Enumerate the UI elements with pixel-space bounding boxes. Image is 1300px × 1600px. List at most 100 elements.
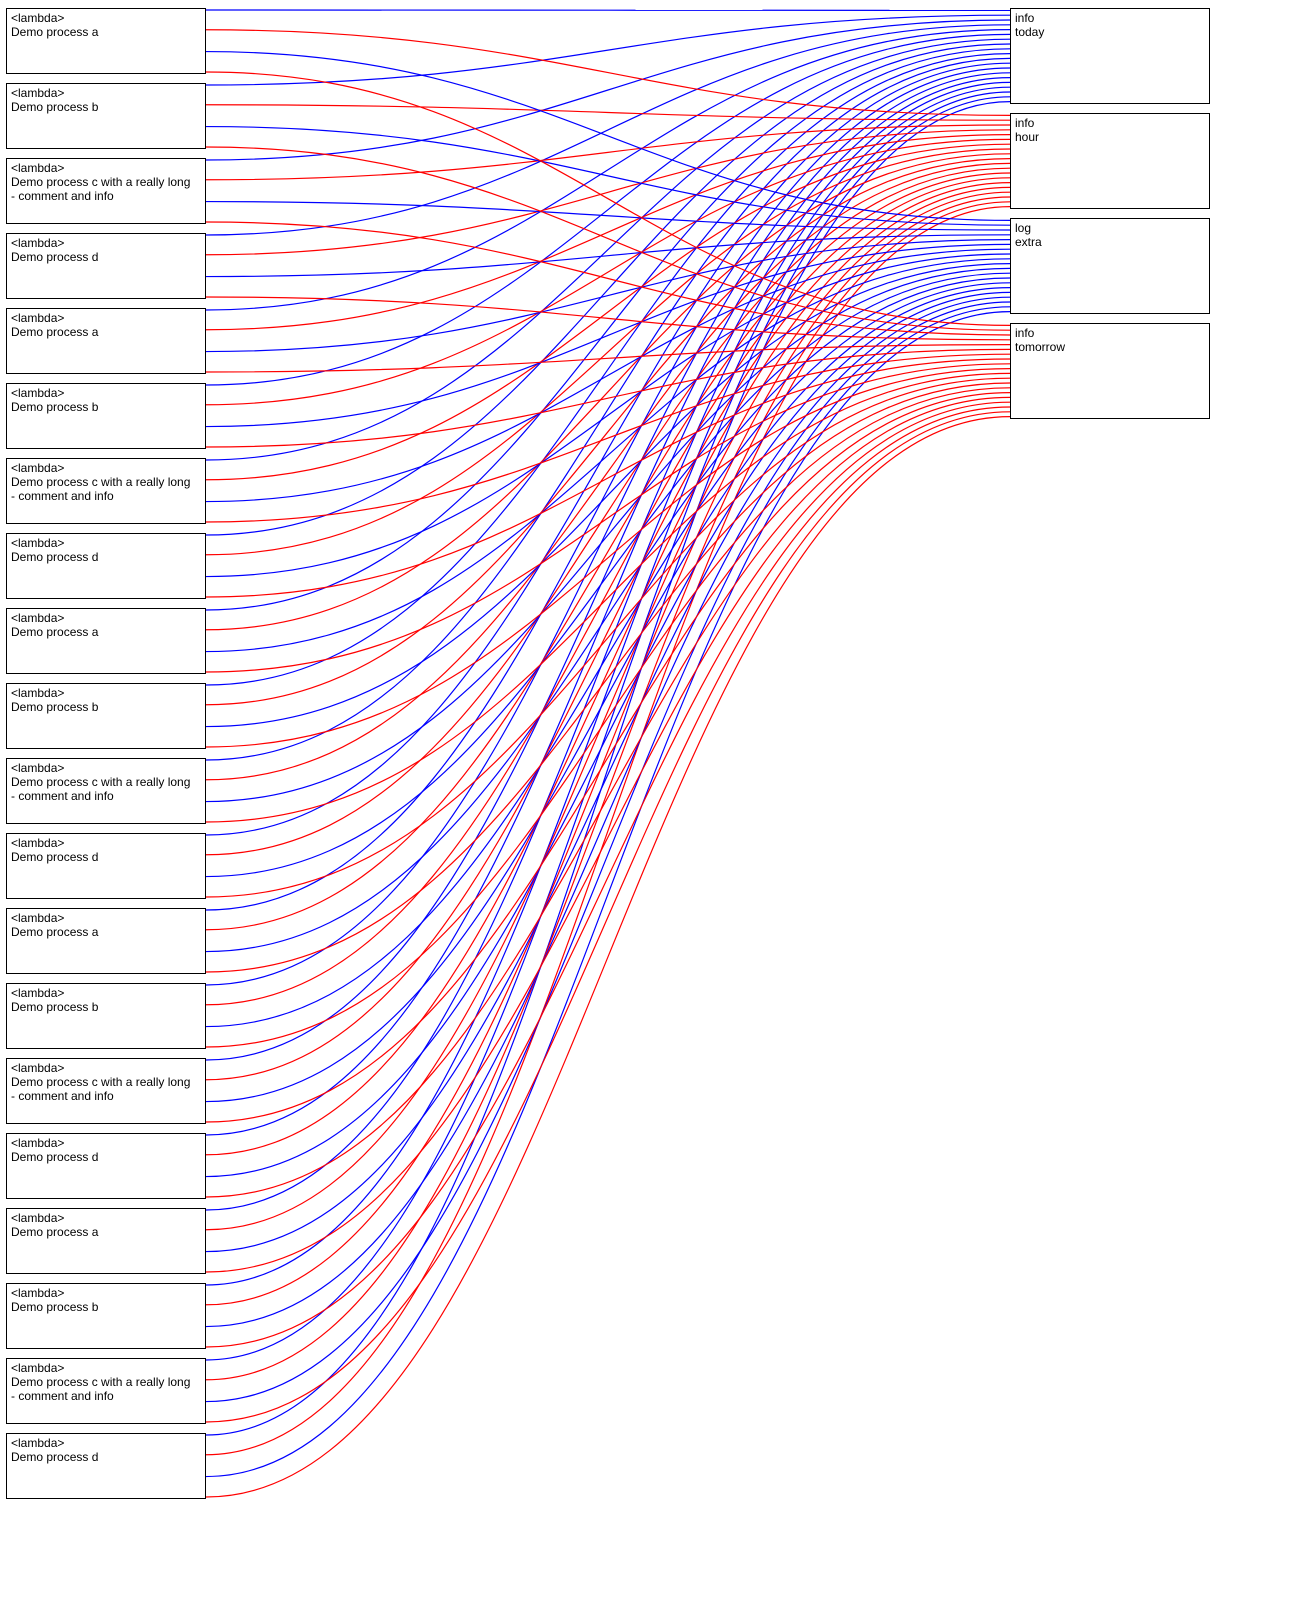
edge-L17-R3 [206,407,1010,1347]
edge-L11-R3 [206,378,1010,897]
node-line2: Demo process a [7,925,205,939]
edge-L4-R0 [206,30,1010,310]
node-line1: <lambda> [7,1209,205,1225]
edge-L10-R3 [206,373,1010,822]
node-line1: <lambda> [7,1359,205,1375]
edge-L19-R1 [206,207,1010,1455]
left-node-L7: <lambda>Demo process d [6,533,206,599]
edge-L18-R1 [206,202,1010,1380]
edge-L0-R2 [206,52,1010,221]
node-line1: <lambda> [7,534,205,550]
node-line2: tomorrow [1011,340,1209,354]
edge-L5-R1 [206,139,1010,404]
right-node-R3: infotomorrow [1010,323,1210,419]
node-line1: <lambda> [7,684,205,700]
node-line3: - comment and info [7,189,205,203]
node-line2: Demo process d [7,550,205,564]
edge-L19-R3 [206,417,1010,1497]
node-line2: Demo process d [7,1450,205,1464]
node-line1: info [1011,9,1209,25]
edge-L9-R2 [206,264,1010,727]
edge-L2-R0 [206,20,1010,160]
node-line1: <lambda> [7,759,205,775]
edge-L2-R2 [206,202,1010,230]
node-line1: <lambda> [7,1434,205,1450]
edge-L3-R2 [206,235,1010,277]
edge-L10-R0 [206,58,1010,760]
left-node-L12: <lambda>Demo process a [6,908,206,974]
dependency-graph: <lambda>Demo process a<lambda>Demo proce… [0,0,1300,1600]
left-node-L1: <lambda>Demo process b [6,83,206,149]
node-line1: <lambda> [7,834,205,850]
node-line1: <lambda> [7,984,205,1000]
edge-L19-R2 [206,312,1010,1477]
edge-L18-R2 [206,307,1010,1402]
edge-L12-R2 [206,278,1010,952]
edge-L1-R0 [206,15,1010,85]
edge-L11-R1 [206,168,1010,855]
edge-L6-R0 [206,39,1010,460]
edge-L15-R1 [206,187,1010,1154]
right-node-R2: logextra [1010,218,1210,314]
node-line2: Demo process a [7,625,205,639]
node-line2: Demo process c with a really long [7,1375,205,1389]
left-node-L0: <lambda>Demo process a [6,8,206,74]
edge-L13-R2 [206,283,1010,1027]
edge-L19-R0 [206,102,1010,1435]
left-node-L17: <lambda>Demo process b [6,1283,206,1349]
edge-L3-R1 [206,130,1010,255]
edge-L12-R1 [206,173,1010,930]
edge-L13-R1 [206,178,1010,1005]
edge-L6-R3 [206,354,1010,522]
node-line3: - comment and info [7,1089,205,1103]
edge-L9-R3 [206,369,1010,747]
edge-L14-R0 [206,78,1010,1060]
edge-L15-R2 [206,292,1010,1176]
node-line1: <lambda> [7,909,205,925]
edge-L14-R3 [206,393,1010,1122]
left-node-L18: <lambda>Demo process c with a really lon… [6,1358,206,1424]
node-line2: Demo process d [7,850,205,864]
edge-L17-R0 [206,92,1010,1285]
left-node-L3: <lambda>Demo process d [6,233,206,299]
edge-L10-R2 [206,268,1010,801]
edge-L3-R3 [206,297,1010,340]
edge-L0-R1 [206,30,1010,116]
edge-L14-R1 [206,183,1010,1080]
edge-L16-R3 [206,402,1010,1272]
node-line3: - comment and info [7,489,205,503]
edge-L7-R2 [206,254,1010,577]
edge-L6-R1 [206,144,1010,480]
edge-L15-R0 [206,82,1010,1135]
right-node-R0: infotoday [1010,8,1210,104]
node-line2: Demo process c with a really long [7,475,205,489]
node-line2: Demo process b [7,700,205,714]
node-line2: hour [1011,130,1209,144]
edge-L4-R1 [206,135,1010,330]
node-line2: Demo process b [7,1300,205,1314]
edge-L18-R0 [206,97,1010,1360]
node-line1: log [1011,219,1209,235]
edge-L8-R2 [206,259,1010,652]
left-node-L8: <lambda>Demo process a [6,608,206,674]
left-node-L11: <lambda>Demo process d [6,833,206,899]
edge-L13-R3 [206,388,1010,1047]
edge-L7-R0 [206,44,1010,535]
edge-L9-R0 [206,54,1010,685]
node-line1: <lambda> [7,234,205,250]
node-line2: Demo process d [7,1150,205,1164]
right-node-R1: infohour [1010,113,1210,209]
left-node-L6: <lambda>Demo process c with a really lon… [6,458,206,524]
left-node-L10: <lambda>Demo process c with a really lon… [6,758,206,824]
edge-L1-R2 [206,127,1010,226]
edge-L14-R2 [206,288,1010,1102]
left-node-L5: <lambda>Demo process b [6,383,206,449]
edge-L8-R0 [206,49,1010,610]
edge-L7-R3 [206,359,1010,597]
edge-L2-R3 [206,222,1010,335]
edge-L10-R1 [206,163,1010,779]
edge-L2-R1 [206,125,1010,180]
left-node-L16: <lambda>Demo process a [6,1208,206,1274]
edge-L0-R3 [206,72,1010,325]
node-line2: Demo process d [7,250,205,264]
